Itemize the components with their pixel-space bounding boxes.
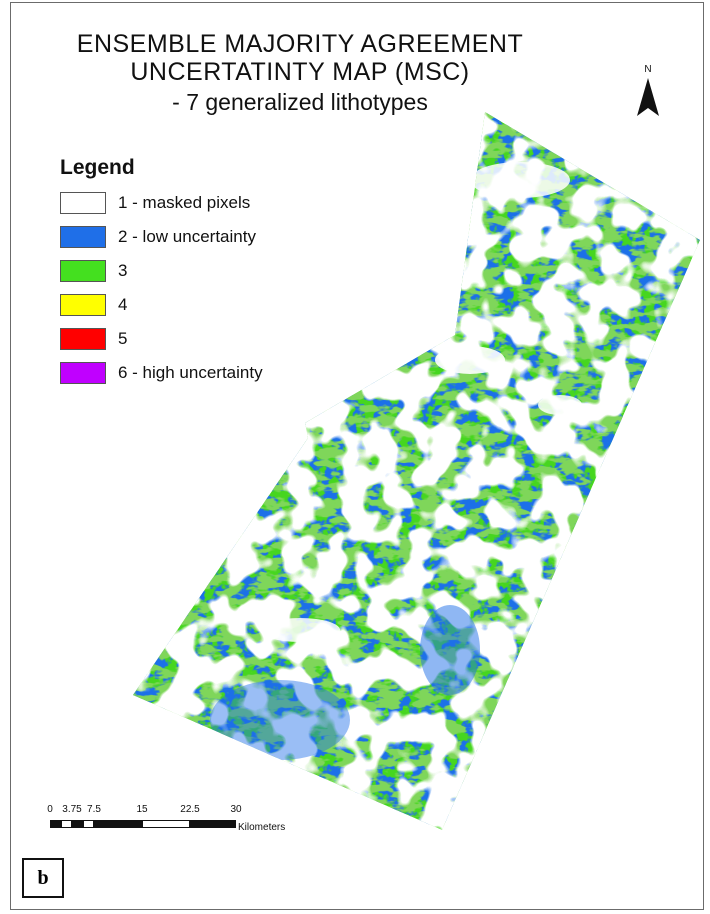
legend-item-low-uncertainty: 2 - low uncertainty (60, 226, 256, 260)
legend-swatch (60, 294, 106, 316)
legend-item-3: 3 (60, 260, 135, 294)
legend-label: 2 - low uncertainty (118, 227, 256, 246)
scale-tick: 7.5 (87, 804, 101, 815)
title-line-2: UNCERTATINTY MAP (MSC) (130, 58, 470, 86)
legend-label: 4 (118, 295, 128, 314)
legend-item-4: 4 (60, 294, 135, 328)
scale-tick: 0 (47, 804, 53, 815)
legend-swatch (60, 192, 106, 214)
scale-tick: 15 (136, 804, 148, 815)
legend-label: 6 - high uncertainty (118, 363, 263, 382)
scale-segment (142, 820, 190, 828)
scale-segment (83, 820, 94, 828)
scale-unit: Kilometers (238, 822, 286, 833)
scale-tick: 22.5 (180, 804, 200, 815)
title-line-3: - 7 generalized lithotypes (172, 89, 428, 115)
legend: Legend 1 - masked pixels 2 - low uncerta… (60, 156, 263, 396)
legend-item-masked: 1 - masked pixels (60, 192, 250, 226)
scale-segment (61, 820, 72, 828)
legend-swatch (60, 226, 106, 248)
north-arrow: N (630, 64, 666, 124)
scale-segment (50, 820, 61, 828)
legend-item-high-uncertainty: 6 - high uncertainty (60, 362, 263, 396)
panel-label: b (22, 858, 64, 898)
legend-title: Legend (60, 156, 135, 179)
legend-swatch (60, 362, 106, 384)
scale-tick: 3.75 (62, 804, 82, 815)
legend-label: 5 (118, 329, 128, 348)
scale-tick: 30 (230, 804, 242, 815)
scale-segment (190, 820, 236, 828)
title-line-1: ENSEMBLE MAJORITY AGREEMENT (76, 30, 524, 58)
scale-segment (72, 820, 83, 828)
scale-bar: 0 3.75 7.5 15 22.5 30 Kilometers (46, 804, 316, 844)
scale-segment (94, 820, 142, 828)
legend-label: 1 - masked pixels (118, 193, 251, 212)
legend-swatch (60, 260, 106, 282)
north-label: N (644, 64, 652, 75)
legend-label: 3 (118, 261, 128, 280)
legend-swatch (60, 328, 106, 350)
north-arrow-icon (637, 78, 659, 116)
legend-item-5: 5 (60, 328, 135, 362)
map-title: ENSEMBLE MAJORITY AGREEMENT UNCERTATINTY… (40, 30, 560, 116)
